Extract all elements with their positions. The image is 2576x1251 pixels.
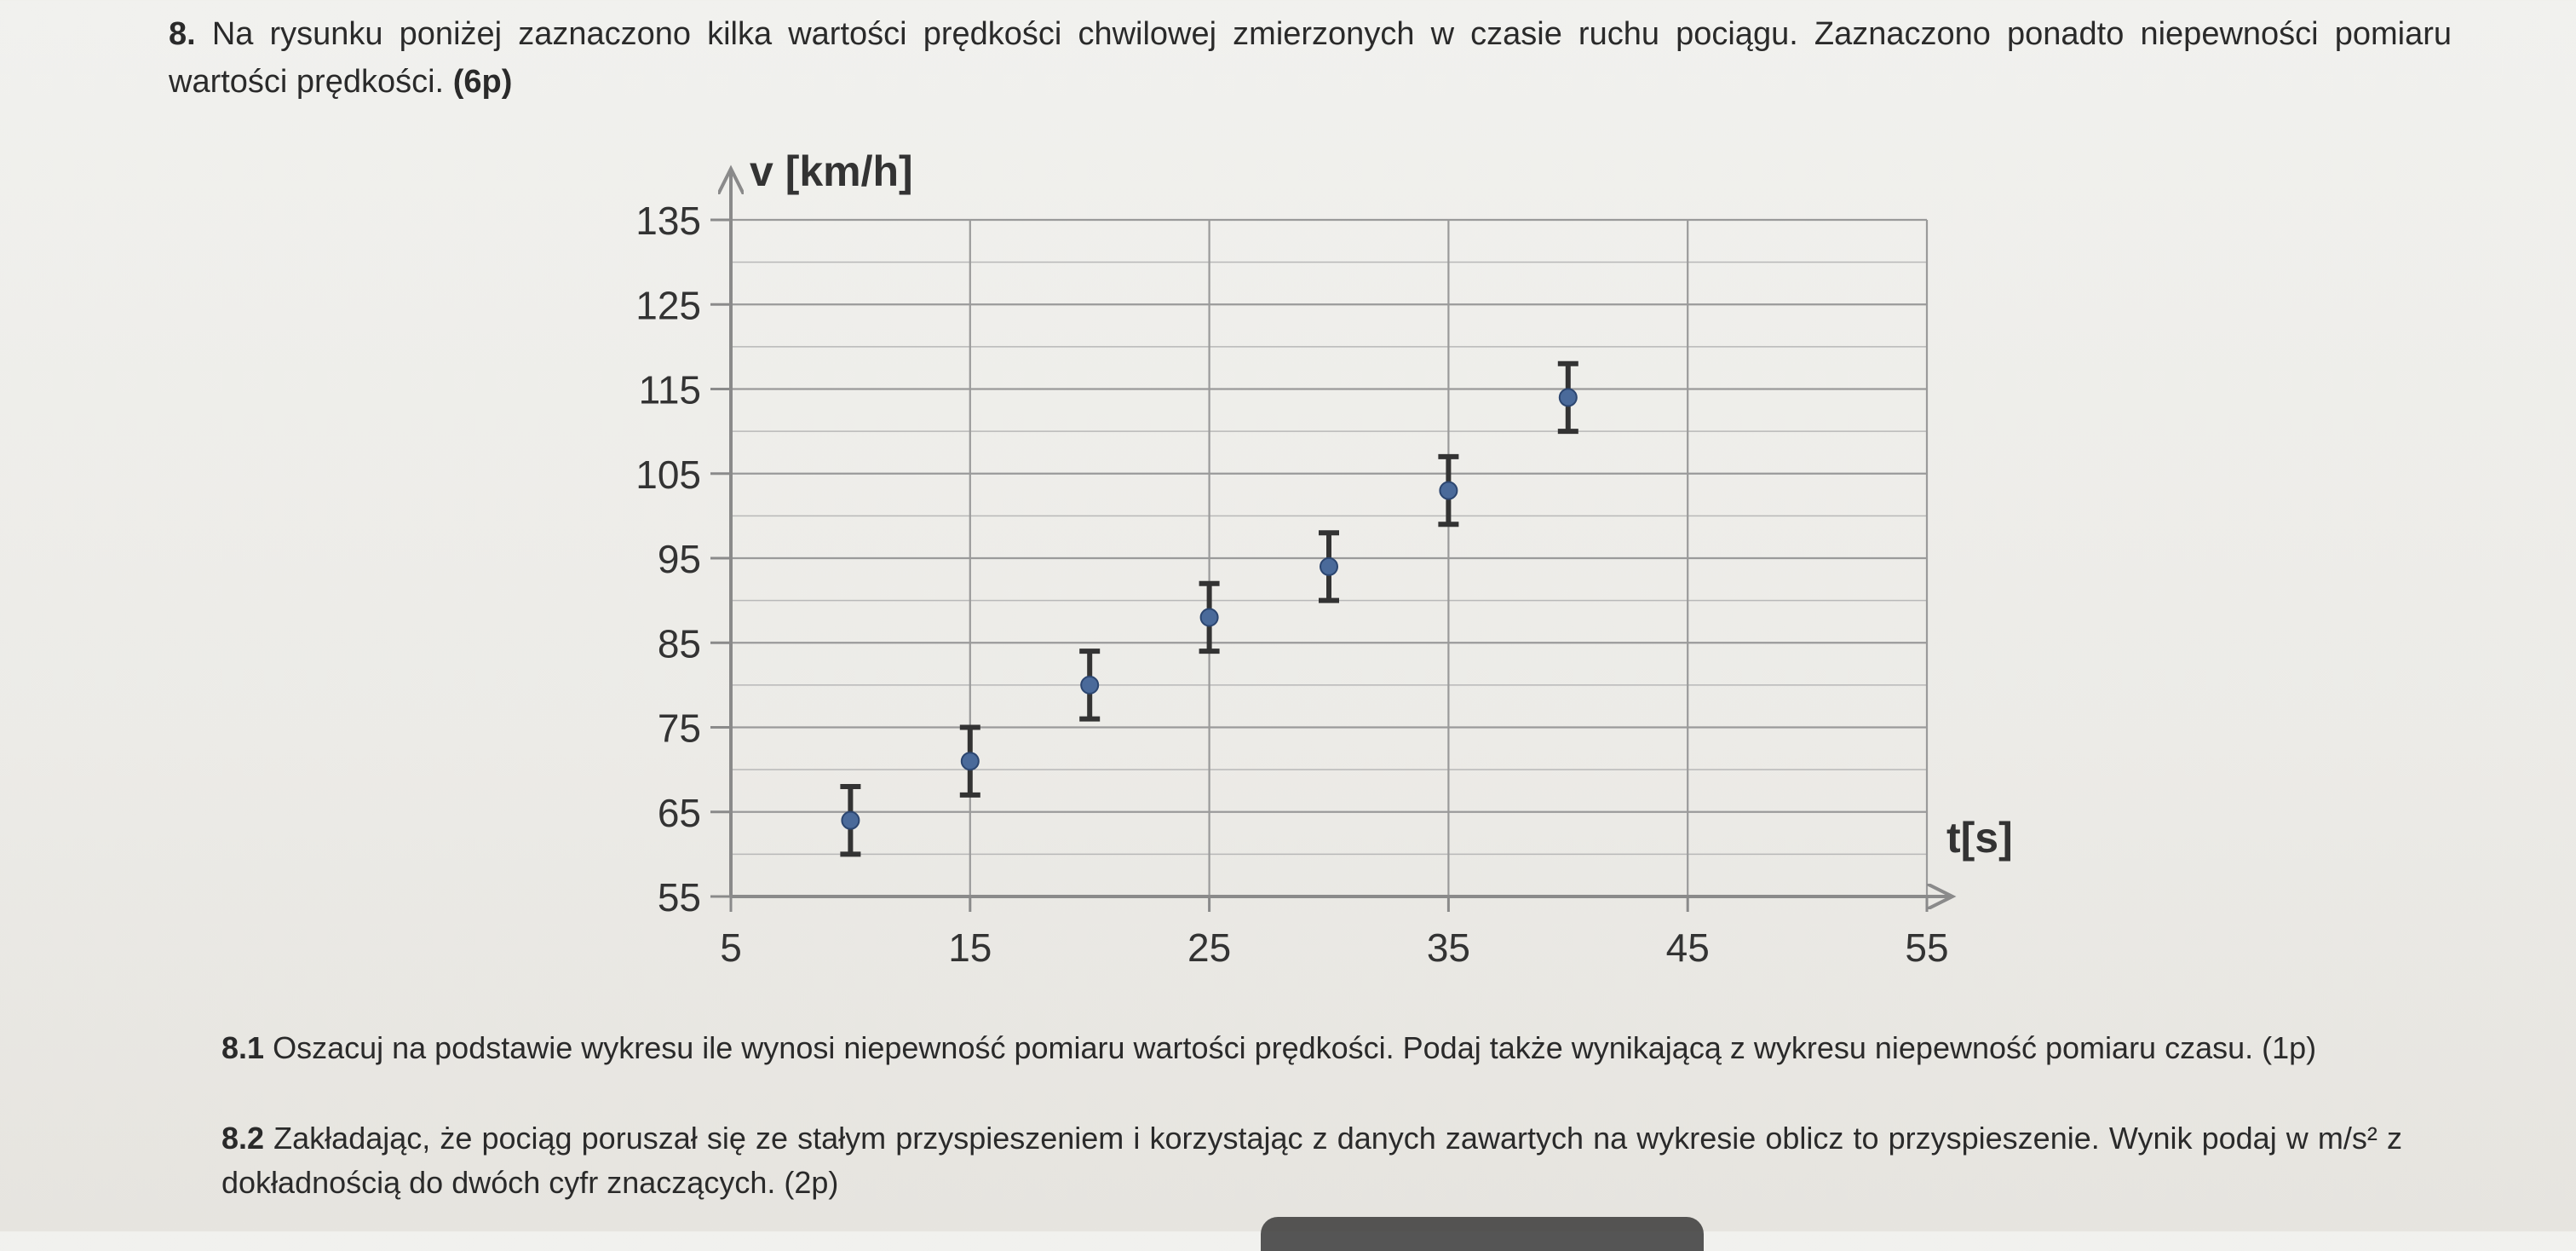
y-tick-label: 95: [658, 537, 701, 581]
task-points: (6p): [452, 64, 513, 100]
chart-data-points: [840, 360, 1578, 857]
question-8-1: 8.1 Oszacuj na podstawie wykresu ile wyn…: [221, 1026, 2402, 1070]
x-tick-label: 5: [720, 925, 742, 970]
question-8-2: 8.2 Zakładając, że pociąg poruszał się z…: [221, 1116, 2402, 1205]
question-text: Zakładając, że pociąg poruszał się ze st…: [221, 1121, 2402, 1200]
task-text: Na rysunku poniżej zaznaczono kilka wart…: [169, 16, 2452, 100]
question-number: 8.2: [221, 1121, 265, 1156]
x-axis-label: t[s]: [1946, 814, 2013, 862]
y-tick-label: 115: [639, 368, 701, 412]
y-tick-label: 65: [658, 791, 701, 835]
x-tick-label: 45: [1666, 925, 1710, 970]
data-point: [959, 724, 980, 798]
phone-edge-shadow: [1261, 1217, 1704, 1251]
data-point: [1079, 649, 1101, 722]
question-text: Oszacuj na podstawie wykresu ile wynosi …: [273, 1030, 2317, 1065]
data-marker: [841, 810, 860, 830]
data-marker: [1320, 556, 1338, 576]
chart-axes: [710, 169, 1952, 912]
question-number: 8.1: [221, 1030, 265, 1065]
data-marker: [960, 752, 980, 771]
velocity-time-chart: 55 65 75 85 95 105 115 125 135 5 15 25 35 45 55 v [km/…: [635, 147, 2013, 970]
x-tick-label: 25: [1187, 925, 1231, 970]
x-tick-label: 15: [948, 925, 992, 970]
data-point: [1199, 580, 1220, 654]
data-marker: [1199, 608, 1219, 627]
data-point: [1557, 360, 1578, 435]
data-marker: [1080, 675, 1100, 695]
chart-tick-labels: 55 65 75 85 95 105 115 125 135 5 15 25 35 45 55: [635, 199, 1948, 970]
data-point: [1438, 453, 1459, 527]
data-marker: [1558, 388, 1578, 407]
y-tick-label: 55: [658, 875, 701, 920]
y-axis-label: v [km/h]: [750, 147, 913, 195]
data-point: [1319, 530, 1339, 603]
data-marker: [1439, 481, 1458, 500]
data-point: [840, 783, 861, 857]
x-tick-label: 55: [1905, 925, 1948, 970]
y-tick-label: 85: [658, 621, 701, 666]
y-tick-label: 125: [635, 283, 701, 327]
x-tick-label: 35: [1427, 925, 1470, 970]
y-tick-label: 75: [658, 706, 701, 751]
y-tick-label: 135: [635, 199, 701, 243]
task-statement: 8. Na rysunku poniżej zaznaczono kilka w…: [169, 10, 2452, 106]
task-number: 8.: [169, 16, 196, 52]
y-tick-label: 105: [635, 453, 701, 497]
